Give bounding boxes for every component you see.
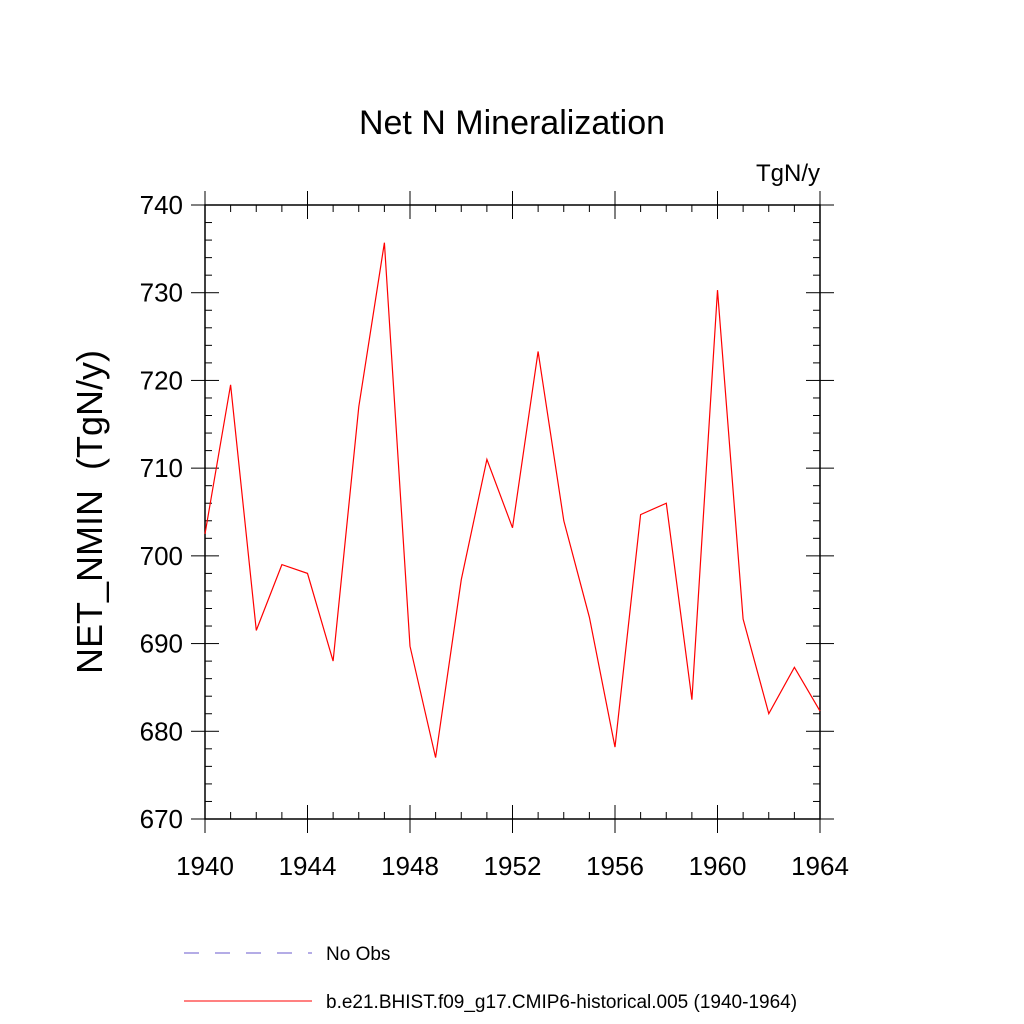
tick-labels: 1940 1944 1948 1952 1956 1960 1964 670 680 690 700… <box>140 190 849 881</box>
y-tick-label: 690 <box>140 629 183 659</box>
x-tick-label: 1940 <box>176 851 234 881</box>
y-axis-label: NET_NMIN (TgN/y) <box>69 350 110 674</box>
legend: No Obs b.e21.BHIST.f09_g17.CMIP6-histori… <box>184 944 797 1013</box>
legend-label-no-obs: No Obs <box>326 944 390 965</box>
legend-label-historical: b.e21.BHIST.f09_g17.CMIP6-historical.005… <box>326 992 797 1013</box>
y-tick-label: 730 <box>140 278 183 308</box>
x-tick-label: 1944 <box>279 851 337 881</box>
series-line-0 <box>204 242 821 758</box>
x-tick-label: 1960 <box>689 851 747 881</box>
units-label: TgN/y <box>756 160 820 187</box>
chart-title: Net N Mineralization <box>359 104 665 142</box>
x-tick-label: 1952 <box>484 851 542 881</box>
y-tick-label: 710 <box>140 453 183 483</box>
y-tick-label: 720 <box>140 365 183 395</box>
series-layer <box>204 242 821 758</box>
y-tick-label: 670 <box>140 804 183 834</box>
x-tick-label: 1956 <box>586 851 644 881</box>
axis-ticks <box>191 191 834 833</box>
y-tick-label: 700 <box>140 541 183 571</box>
x-tick-label: 1948 <box>381 851 439 881</box>
x-tick-label: 1964 <box>791 851 849 881</box>
y-tick-label: 740 <box>140 190 183 220</box>
y-tick-label: 680 <box>140 716 183 746</box>
plot-frame <box>204 204 821 820</box>
